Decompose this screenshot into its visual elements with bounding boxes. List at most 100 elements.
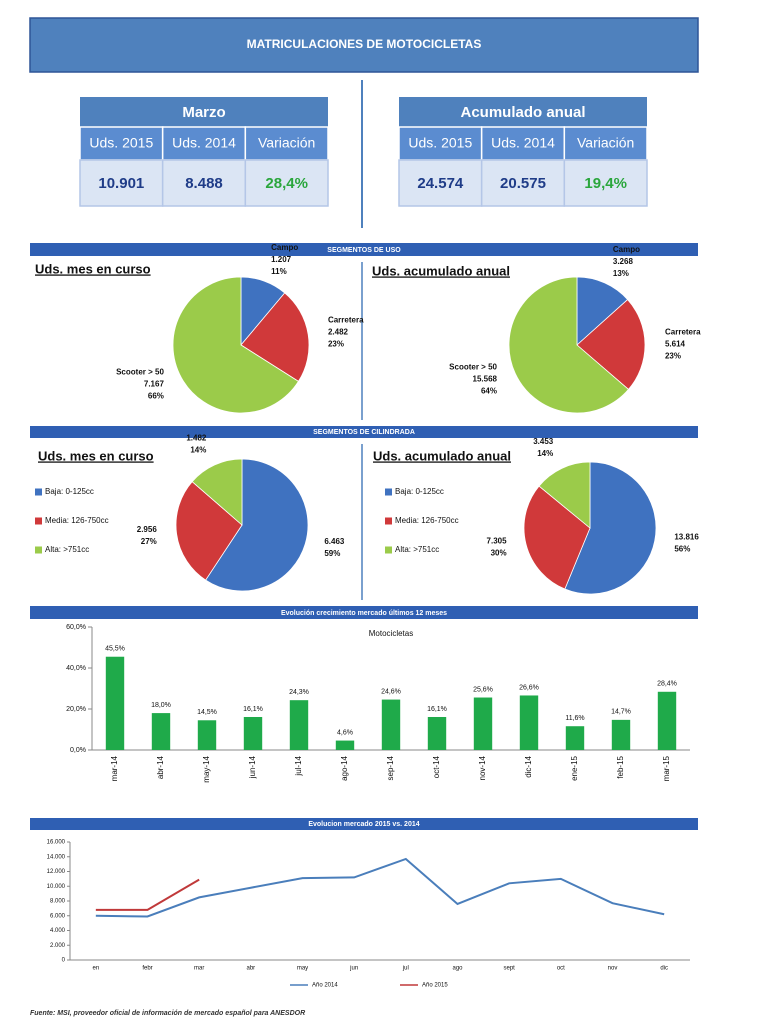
pie-label: 2.956: [137, 525, 158, 534]
legend-label: Baja: 0-125cc: [395, 487, 444, 496]
bar: [335, 740, 355, 750]
x-tick-label: oct: [557, 966, 565, 972]
pie-label: 59%: [324, 549, 340, 558]
pie-label: 7.305: [487, 537, 508, 546]
chart-title: Motocicletas: [369, 629, 413, 638]
pie-slice: [576, 276, 629, 346]
table-title: Marzo: [182, 104, 225, 121]
table-header: Variación: [577, 135, 634, 151]
x-tick-label: mar: [194, 966, 204, 972]
y-tick-label: 12.000: [47, 869, 66, 875]
bar-label: 16,1%: [427, 706, 447, 713]
pie-label: 14%: [190, 445, 206, 454]
bar-label: 24,6%: [381, 688, 401, 695]
table-header-cell: [244, 126, 329, 161]
table-cell: [480, 159, 566, 207]
section-bar: [30, 243, 698, 256]
legend-label: Media: 126-750cc: [45, 516, 109, 525]
x-tick-label: feb-15: [616, 755, 625, 778]
pie-label: 1.482: [186, 433, 207, 442]
x-tick-label: jun: [349, 966, 358, 972]
bar: [519, 695, 539, 750]
y-tick-label: 8.000: [50, 899, 66, 905]
bar-label: 16,1%: [243, 706, 263, 713]
y-tick-label: 0,0%: [70, 747, 86, 754]
header-box: [29, 17, 699, 73]
table-header: Uds. 2015: [89, 135, 153, 151]
section-bar: [30, 818, 698, 830]
pie-slice: [576, 299, 646, 390]
pie-label: 27%: [141, 537, 157, 546]
x-tick-label: ago-14: [340, 755, 349, 780]
legend-label: Año 2015: [422, 983, 448, 989]
y-tick-label: 16.000: [47, 840, 66, 846]
table-title-cell: [399, 97, 647, 127]
line-series: [95, 857, 665, 918]
pie-label: Scooter > 50: [116, 368, 164, 377]
legend-swatch: [35, 517, 42, 525]
pie-label: 2.482: [328, 328, 349, 337]
bar-label: 45,5%: [105, 646, 125, 653]
pie-label: 23%: [665, 351, 681, 360]
table-header: Uds. 2014: [491, 135, 555, 151]
x-tick-label: nov: [608, 966, 618, 972]
pie-label: Campo: [613, 245, 640, 254]
bar-label: 18,0%: [151, 702, 171, 709]
x-tick-label: sep-14: [386, 755, 395, 780]
bar-label: 25,6%: [473, 686, 493, 693]
chart-title: Uds. mes en curso: [35, 261, 151, 276]
pie-label: 13%: [613, 269, 629, 278]
y-tick-label: 14.000: [47, 854, 66, 860]
table-value: 24.574: [417, 175, 464, 192]
pie-label: 3.268: [613, 257, 634, 266]
bar: [243, 716, 263, 750]
pie-slice: [205, 458, 309, 592]
pie-label: 15.568: [473, 374, 498, 383]
pie-label: 7.167: [144, 380, 165, 389]
chart-title: Uds. acumulado anual: [372, 263, 510, 278]
x-tick-label: febr: [142, 966, 152, 972]
x-tick-label: jul: [402, 966, 409, 972]
x-tick-label: may-14: [202, 755, 211, 782]
pie-label: Carretera: [665, 327, 701, 336]
pie-label: Campo: [271, 243, 298, 252]
section-title: Evolucion mercado 2015 vs. 2014: [308, 821, 419, 828]
pie-label: 14%: [537, 449, 553, 458]
table-header-cell: [161, 126, 247, 161]
table-cell: [244, 159, 329, 207]
y-tick-label: 10.000: [47, 884, 66, 890]
bar-label: 14,7%: [611, 709, 631, 716]
pie-label: Scooter > 50: [449, 362, 497, 371]
pie-slice: [240, 292, 310, 382]
pie-slice: [172, 276, 300, 414]
legend-label: Año 2014: [312, 983, 338, 989]
y-tick-label: 0: [62, 958, 66, 964]
x-tick-label: dic-14: [524, 755, 533, 777]
y-tick-label: 60,0%: [66, 624, 86, 631]
x-tick-label: ago: [452, 966, 463, 972]
pie-label: 66%: [148, 392, 164, 401]
table-value: 28,4%: [265, 175, 308, 192]
pie-slice: [523, 485, 591, 590]
x-tick-label: may: [297, 966, 308, 972]
table-cell: [563, 159, 648, 207]
pie-slice: [191, 458, 243, 526]
x-tick-label: ene-15: [570, 755, 579, 780]
pie-label: 11%: [271, 267, 287, 276]
legend-swatch: [385, 517, 392, 525]
legend-label: Alta: >751cc: [395, 545, 439, 554]
y-tick-label: 40,0%: [66, 665, 86, 672]
table-header: Variación: [258, 135, 315, 151]
table-value: 8.488: [185, 175, 223, 192]
pie-label: 3.453: [533, 437, 554, 446]
pie-label: 1.207: [271, 255, 292, 264]
x-tick-label: en: [92, 966, 99, 972]
bar-label: 4,6%: [337, 729, 353, 736]
y-tick-label: 6.000: [50, 913, 66, 919]
footer: Fuente: MSI, proveedor oficial de inform…: [30, 1010, 305, 1017]
x-tick-label: nov-14: [478, 755, 487, 780]
table-cell: [398, 159, 483, 207]
pie-label: 6.463: [324, 537, 345, 546]
bar: [289, 700, 309, 750]
pie-label: Carretera: [328, 316, 364, 325]
